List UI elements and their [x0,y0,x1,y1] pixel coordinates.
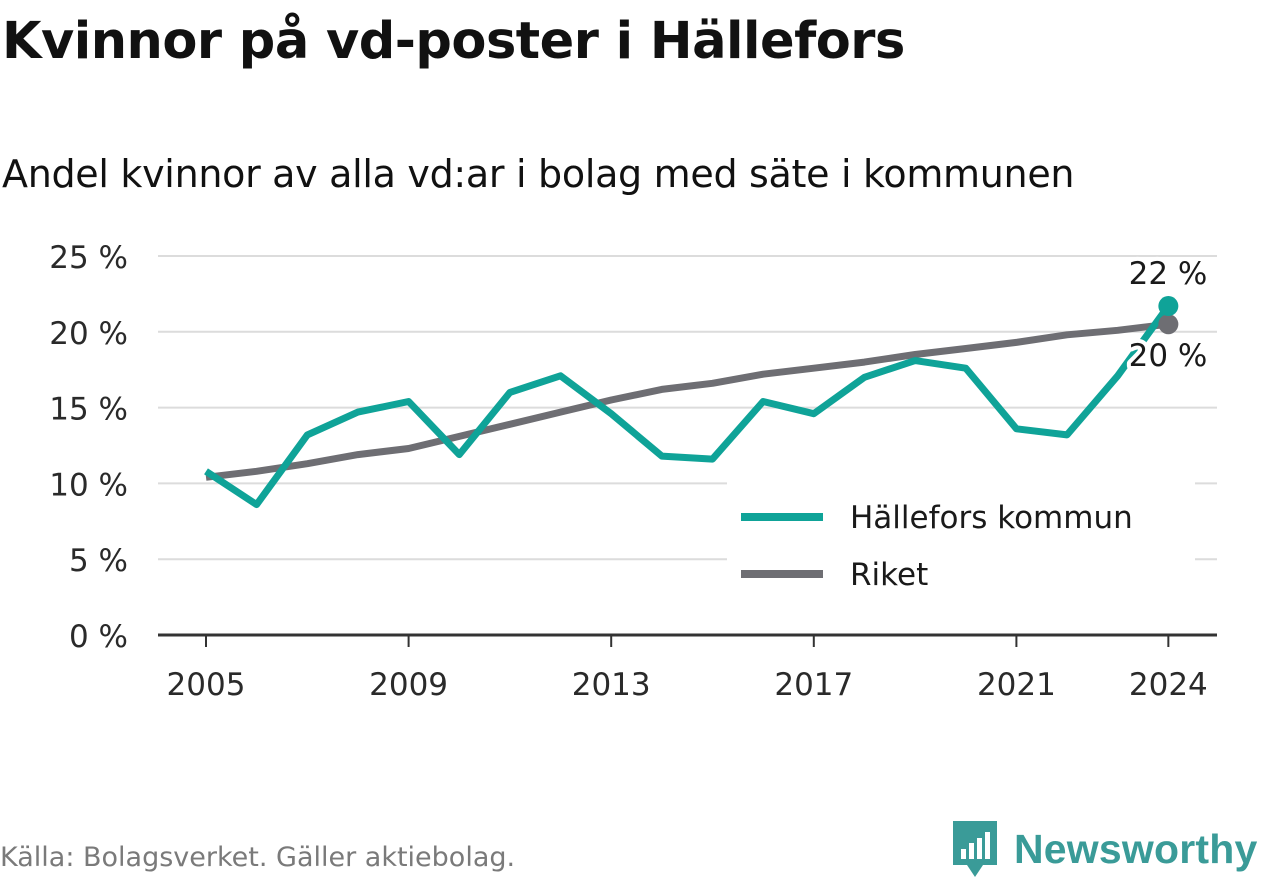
x-tick-label: 2021 [977,667,1056,703]
x-tick-label: 2005 [167,667,246,703]
series-line-hallefors [204,303,1172,509]
x-tick-label: 2013 [572,667,651,703]
legend-label: Hällefors kommun [850,500,1133,536]
y-tick-label: 20 % [49,316,128,352]
legend: Hällefors kommun Riket [727,482,1195,602]
end-label: 20 % [1129,338,1208,374]
legend-label: Riket [850,557,928,593]
y-tick-label: 25 % [49,240,128,276]
series-lines: 22 % 20 % [204,252,1211,509]
y-tick-label: 0 % [69,619,128,655]
brand-name: Newsworthy [1014,825,1258,872]
brand-logo[interactable]: Newsworthy [950,818,1258,880]
legend-background [727,482,1195,602]
end-label: 22 % [1129,256,1208,292]
source-note: Källa: Bolagsverket. Gäller aktiebolag. [0,842,516,873]
x-axis: 2005 2009 2013 2017 2021 2024 [158,633,1217,703]
y-axis-tick-labels: 0 % 5 % 10 % 15 % 20 % 25 % [49,240,128,655]
chart-subtitle: Andel kvinnor av alla vd:ar i bolag med … [2,152,1075,196]
x-tick-label: 2024 [1129,667,1208,703]
end-point [1158,314,1179,335]
y-tick-label: 15 % [49,392,128,428]
y-tick-label: 10 % [49,467,128,503]
series-line-riket [205,320,1169,481]
x-tick-label: 2009 [369,667,448,703]
x-tick-label: 2017 [774,667,853,703]
chart-title: Kvinnor på vd-poster i Hällefors [2,12,905,71]
y-tick-label: 5 % [69,543,128,579]
end-point [1158,296,1179,317]
newsworthy-logo-icon [953,821,997,877]
